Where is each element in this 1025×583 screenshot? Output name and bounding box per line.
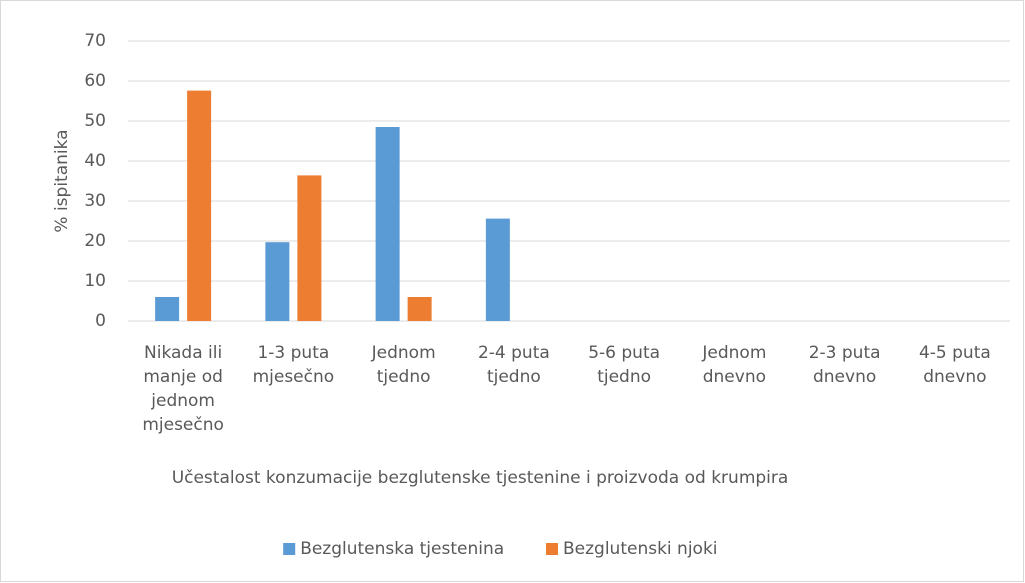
- y-tick-label: 10: [84, 271, 106, 291]
- legend-swatch: [546, 543, 558, 555]
- bar: [155, 297, 180, 321]
- y-tick-label: 50: [84, 111, 106, 131]
- x-tick-label: 2-3 puta dnevno: [808, 343, 881, 387]
- legend-label: Bezglutenska tjestenina: [300, 539, 504, 559]
- x-axis-label: Učestalost konzumacije bezglutenske tjes…: [172, 468, 789, 488]
- x-tick-label: 1-3 puta mjesečno: [252, 343, 335, 387]
- legend-label: Bezglutenski njoki: [563, 539, 718, 559]
- x-tick-label: 4-5 puta dnevno: [918, 343, 991, 387]
- x-tick-label: 5-6 puta tjedno: [588, 343, 661, 387]
- x-tick-label: Jednom tjedno: [371, 343, 436, 387]
- y-tick-label: 0: [95, 311, 106, 331]
- y-axis-label: % ispitanika: [52, 129, 72, 232]
- y-tick-label: 60: [84, 71, 106, 91]
- bar: [265, 242, 290, 321]
- bar: [407, 297, 432, 321]
- bar: [187, 90, 212, 321]
- bar: [485, 218, 510, 321]
- bar: [375, 127, 400, 321]
- legend-swatch: [283, 543, 296, 555]
- y-tick-label: 30: [84, 191, 106, 211]
- x-tick-label: Nikada ili manje od jednom mjesečno: [142, 343, 224, 435]
- x-tick-label: Jednom dnevno: [702, 343, 767, 387]
- y-tick-label: 40: [84, 151, 106, 171]
- x-tick-label: 2-4 puta tjedno: [477, 343, 550, 387]
- y-tick-label: 70: [84, 31, 106, 51]
- y-tick-label: 20: [84, 231, 106, 251]
- bar: [297, 175, 322, 321]
